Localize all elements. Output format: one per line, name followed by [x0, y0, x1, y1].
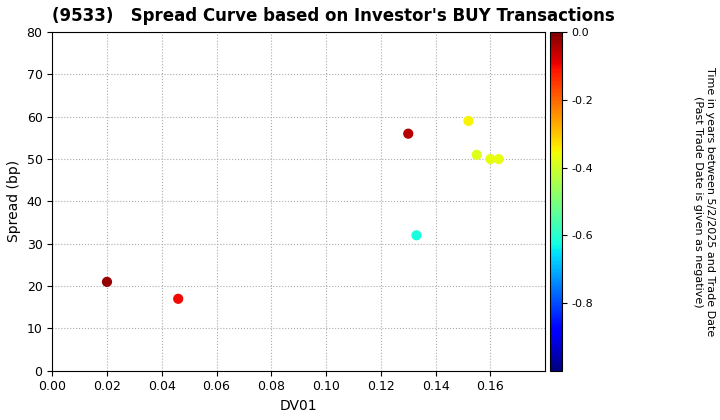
Point: [485, 156, 496, 163]
Point: [493, 156, 505, 163]
Y-axis label: Time in years between 5/2/2025 and Trade Date
(Past Trade Date is given as negat: Time in years between 5/2/2025 and Trade…: [693, 67, 715, 336]
Point: [471, 152, 482, 158]
Y-axis label: Spread (bp): Spread (bp): [7, 160, 21, 242]
Point: [463, 118, 474, 124]
X-axis label: DV01: DV01: [280, 399, 318, 413]
Point: [402, 130, 414, 137]
Point: [173, 295, 184, 302]
Point: [410, 232, 422, 239]
Text: (9533)   Spread Curve based on Investor's BUY Transactions: (9533) Spread Curve based on Investor's …: [53, 7, 615, 25]
Point: [102, 278, 113, 285]
